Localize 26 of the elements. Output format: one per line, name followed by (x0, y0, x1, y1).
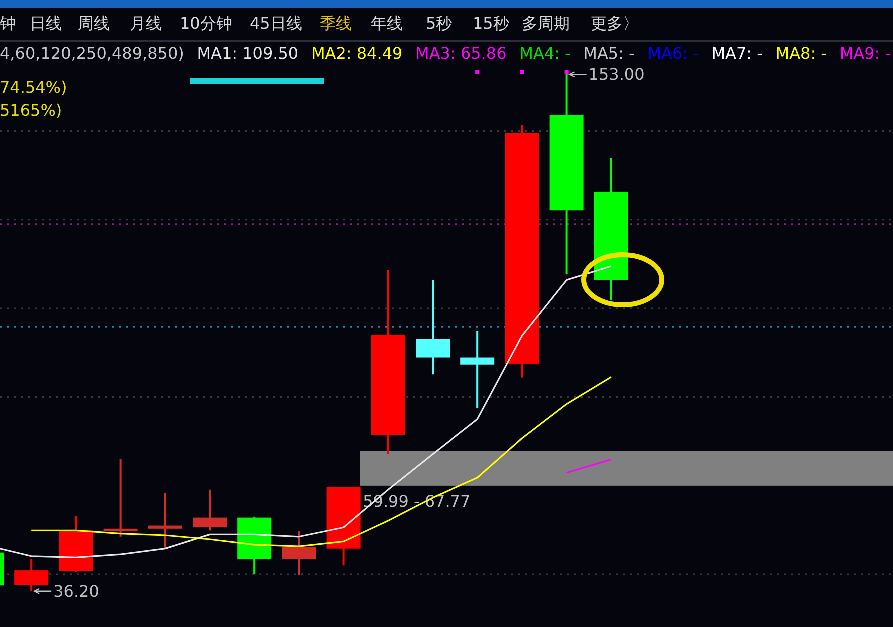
text: 5秒 (426, 14, 452, 33)
legend-label: MA5: - (584, 44, 635, 63)
text: 10分钟 (180, 14, 232, 33)
text: MA1: 109.50 (197, 44, 299, 63)
legend-label: MA8: - (776, 44, 827, 63)
annotation: 153.00 (588, 65, 645, 84)
text: 15秒 (473, 14, 510, 33)
legend-label: MA6: - (648, 44, 699, 63)
text: 日线 (30, 14, 62, 33)
legend-label: MA4: - (520, 44, 571, 63)
legend-label: MA7: - (712, 44, 763, 63)
text: 多周期 (522, 14, 570, 33)
text: 月线 (130, 14, 162, 33)
annotation: 36.20 (54, 582, 100, 601)
text: 4,60,120,250,489,850) (0, 44, 184, 63)
text: 周线 (78, 14, 110, 33)
legend-label: MA9: - (840, 44, 891, 63)
text: MA3: 65.86 (416, 44, 507, 63)
text: 更多〉 (591, 14, 639, 33)
annotation: 5165%) (0, 101, 62, 120)
text: 年线 (371, 14, 403, 33)
annotation: 74.54%) (0, 78, 68, 97)
text: 钟 (0, 14, 16, 33)
text: 45日线 (250, 14, 302, 33)
text: 季线 (320, 14, 352, 33)
text: MA2: 84.49 (311, 44, 403, 63)
